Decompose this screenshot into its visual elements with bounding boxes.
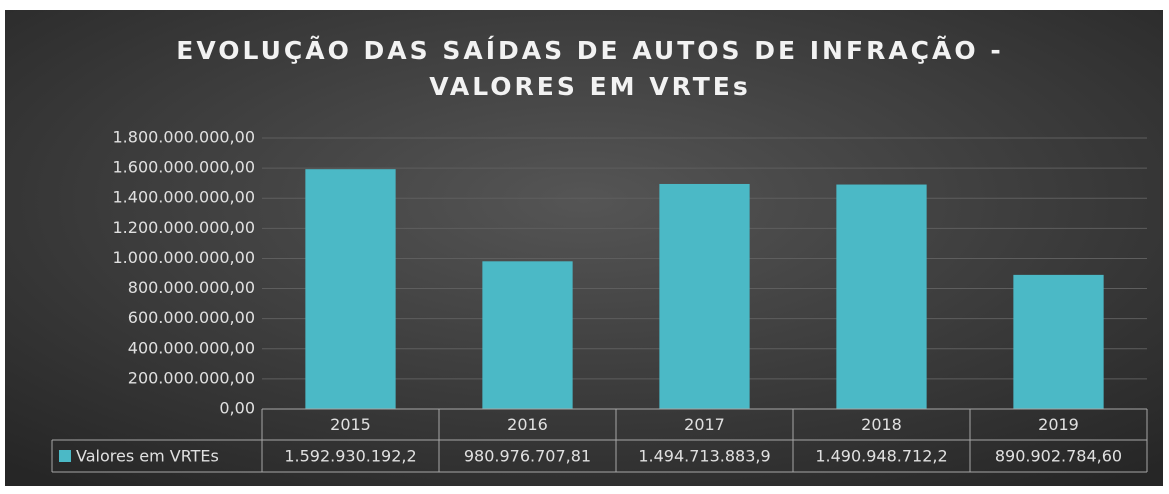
x-tick-label: 2016	[507, 415, 548, 434]
bar	[305, 169, 396, 409]
chart-title: VALORES EM VRTEs	[429, 72, 750, 101]
chart-background	[5, 10, 1163, 486]
y-tick-label: 1.600.000.000,00	[113, 158, 256, 177]
bar	[482, 261, 573, 409]
legend-label: Valores em VRTEs	[76, 447, 219, 466]
x-tick-label: 2015	[330, 415, 371, 434]
x-tick-label: 2017	[684, 415, 725, 434]
x-tick-label: 2019	[1038, 415, 1079, 434]
bar	[659, 183, 750, 409]
table-value: 890.902.784,60	[995, 447, 1122, 466]
y-tick-label: 400.000.000,00	[128, 338, 255, 357]
table-value: 1.490.948.712,2	[815, 447, 947, 466]
y-tick-label: 1.200.000.000,00	[113, 218, 256, 237]
y-tick-label: 200.000.000,00	[128, 368, 255, 387]
legend-key	[59, 450, 71, 462]
y-tick-label: 600.000.000,00	[128, 308, 255, 327]
x-tick-label: 2018	[861, 415, 902, 434]
bar	[1013, 274, 1104, 409]
chart-title: EVOLUÇÃO DAS SAÍDAS DE AUTOS DE INFRAÇÃO…	[176, 36, 1003, 65]
y-tick-label: 800.000.000,00	[128, 278, 255, 297]
table-value: 1.592.930.192,2	[284, 447, 416, 466]
table-value: 980.976.707,81	[464, 447, 591, 466]
table-value: 1.494.713.883,9	[638, 447, 770, 466]
y-tick-label: 0,00	[219, 399, 255, 418]
bar	[836, 184, 927, 409]
y-tick-label: 1.400.000.000,00	[113, 188, 256, 207]
y-tick-label: 1.800.000.000,00	[113, 128, 256, 147]
y-tick-label: 1.000.000.000,00	[113, 248, 256, 267]
